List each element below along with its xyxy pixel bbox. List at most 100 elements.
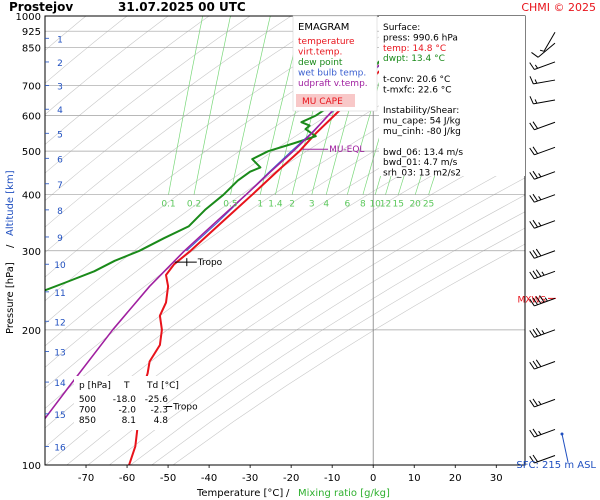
- x-tick-label: 10: [408, 473, 421, 484]
- wind-barb: [529, 295, 556, 307]
- table-header-p: p [hPa]: [79, 381, 111, 391]
- legend-item-label: virt.temp.: [298, 48, 342, 58]
- table-rows: 500 -18.0 -25.6 700 -2.0 -2.3 850 8.1 4.8: [79, 395, 168, 426]
- altitude-tick-label: 13: [54, 348, 65, 358]
- x-tick-label: -50: [160, 473, 176, 484]
- wind-barb: [529, 428, 556, 438]
- altitude-tick-label: 2: [57, 59, 63, 69]
- table-box: [74, 376, 166, 430]
- table-cell: 8.1: [122, 416, 136, 426]
- info-line: Surface:: [383, 23, 420, 33]
- wind-barb-staff: [537, 42, 556, 58]
- wind-barb-flag: [529, 62, 535, 70]
- wind-barb-flag: [535, 296, 542, 304]
- wind-barb-flag: [532, 428, 539, 437]
- table-cell: 700: [79, 406, 96, 416]
- wind-barb-staff: [534, 61, 556, 70]
- wind-barb-flag: [532, 146, 539, 154]
- y-axis-title: Pressure [hPa] / Altitude [km]: [5, 170, 16, 334]
- altitude-tick-label: 5: [57, 130, 63, 140]
- sounding-table: p [hPa] T Td [°C] 500 -18.0 -25.6 700 -2.0 -2…: [74, 376, 179, 430]
- wind-barb-half-flag: [539, 49, 545, 52]
- altitude-tick-label: 12: [54, 318, 65, 328]
- wind-barb-staff: [533, 79, 556, 85]
- wind-barb-staff: [534, 121, 556, 131]
- legend-item-label: wet bulb temp.: [298, 69, 366, 79]
- info-line: temp: 14.8 °C: [383, 44, 446, 54]
- cape-badge: [296, 94, 355, 107]
- wind-barb-flag: [529, 172, 535, 180]
- wind-barb: [529, 398, 556, 408]
- mixing-ratio-label: 25: [423, 200, 434, 210]
- wind-barb-staff: [534, 329, 556, 338]
- mxws-label: MXWS: [517, 295, 546, 305]
- info-line: Instability/Shear:: [383, 106, 459, 116]
- wind-barb-staff: [534, 297, 556, 307]
- info-line: bwd_06: 13.4 m/s: [383, 148, 463, 158]
- sfc-label: SFC: 215 m ASL: [516, 460, 596, 471]
- wind-barb-half-flag: [538, 196, 542, 201]
- wind-barb-staff: [534, 220, 556, 229]
- x-tick-label: -30: [242, 473, 258, 484]
- wind-barb: [531, 42, 556, 58]
- wind-barb-flag: [529, 221, 535, 229]
- wind-barb-flag: [529, 96, 534, 105]
- altitude-tick-label: 3: [57, 83, 63, 93]
- tropopause-label: Tropo: [172, 402, 198, 412]
- wind-barb-flag: [532, 249, 539, 258]
- pressure-tick-label: 100: [22, 461, 41, 472]
- wind-barb-flag: [531, 52, 539, 58]
- wind-barb: [529, 146, 556, 156]
- wind-barb-staff: [534, 250, 556, 259]
- wind-barb-half-flag: [544, 297, 548, 302]
- cape-label: MU CAPE: [302, 97, 343, 107]
- wind-barb: [529, 61, 556, 70]
- wind-barb-flag: [532, 219, 539, 228]
- station-title: Prostejov: [9, 0, 73, 14]
- dry-adiabat-line: [109, 194, 525, 465]
- mixing-ratio-label: 15: [393, 200, 404, 210]
- wind-barb-flag: [529, 76, 534, 85]
- wind-barb: [529, 269, 556, 280]
- wind-barb-flag: [532, 329, 539, 337]
- wind-barb-flag: [532, 193, 539, 202]
- table-header-td: Td [°C]: [146, 381, 179, 391]
- wind-barb-staff: [534, 361, 556, 370]
- altitude-tick-label: 11: [54, 289, 65, 299]
- wind-barb-flag: [535, 327, 542, 336]
- info-line: mu_cinh: -80 J/kg: [383, 127, 461, 137]
- level-label: MU-EQL: [329, 145, 364, 155]
- dry-adiabat-line: [66, 159, 525, 465]
- mixing-ratio-label: 2: [289, 200, 295, 210]
- mixing-ratio-label: 0.2: [187, 200, 201, 210]
- mixing-ratio-label: 0.1: [161, 200, 175, 210]
- info-line: srh_03: 13 m2/s2: [383, 169, 461, 179]
- wind-barb: [529, 454, 556, 464]
- legend-item-label: temperature: [298, 37, 355, 47]
- info-line: dwpt: 13.4 °C: [383, 54, 445, 64]
- datetime-title: 31.07.2025 00 UTC: [118, 0, 246, 14]
- mixing-ratio-label: 8: [360, 200, 366, 210]
- table-cell: -25.6: [145, 395, 169, 405]
- mixing-ratio-label: 3: [309, 200, 315, 210]
- wind-barb-half-flag: [541, 330, 545, 335]
- dry-adiabat-line: [45, 141, 525, 465]
- wind-barb-half-flag: [538, 222, 542, 227]
- wind-barb-flag: [532, 121, 539, 129]
- table-header-t: T: [123, 381, 130, 391]
- legend-item-label: dew point: [298, 58, 343, 68]
- table-cell: -2.3: [150, 406, 168, 416]
- wind-barb-flag: [529, 122, 535, 131]
- wind-barb-half-flag: [538, 430, 542, 435]
- dry-adiabat-line: [87, 177, 525, 465]
- wind-barb: [529, 76, 556, 85]
- pressure-tick-label: 400: [22, 191, 41, 202]
- wind-barb: [529, 359, 556, 370]
- wind-barb-flag: [532, 170, 539, 179]
- y-axis-label: Pressure [hPa]: [5, 262, 16, 334]
- wind-barb-half-flag: [538, 173, 542, 178]
- wind-barb-staff: [533, 99, 556, 105]
- altitude-tick-label: 15: [54, 411, 65, 421]
